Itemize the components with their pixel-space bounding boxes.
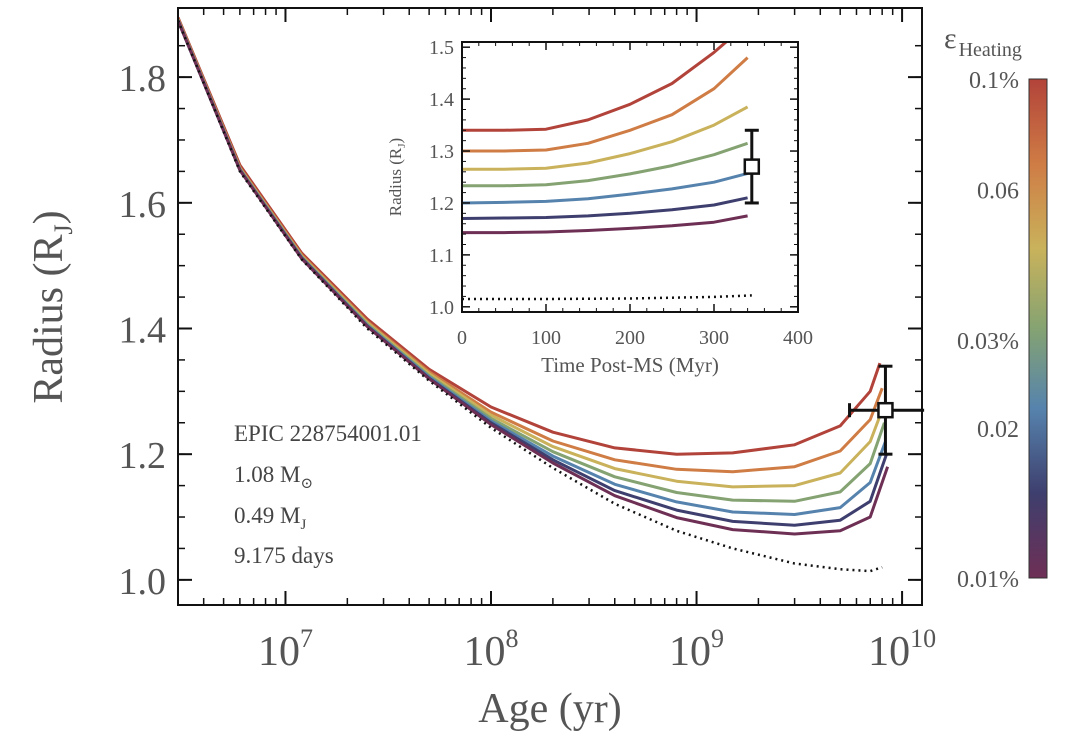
inset-y-tick-label: 1.4 <box>429 89 454 111</box>
planet-mass-label: 0.49 MJ <box>234 503 306 533</box>
inset-series-1 <box>462 56 749 153</box>
main-series-6 <box>178 20 890 536</box>
inset-series-0 <box>462 42 729 132</box>
colorbar-tick-label: 0.01% <box>957 567 1019 593</box>
main-x-tick-label: 107 <box>258 624 313 675</box>
planet-name-label: EPIC 228754001.01 <box>234 421 422 446</box>
main-obs-marker <box>877 401 894 419</box>
inset-series-5 <box>462 196 748 220</box>
inset-x-tick-label: 100 <box>531 327 561 349</box>
inset-series-4 <box>462 171 748 205</box>
inset-plot: 0 100 200 300 400 1.0 1.1 1.2 1.3 1.4 1.5 Time Pos… <box>386 37 813 377</box>
inset-y-tick-label: 1.1 <box>429 245 454 267</box>
inset-plot-background <box>462 42 798 312</box>
colorbar-title: ε Heating <box>944 22 1022 61</box>
inset-series-3 <box>462 141 749 188</box>
main-x-axis-title: Age (yr) <box>478 686 621 732</box>
colorbar-tick-label: 0.1% <box>969 68 1019 94</box>
inset-x-tick-label: 0 <box>457 327 467 349</box>
main-y-axis-title: Radius (RJ) <box>26 210 78 403</box>
main-plot-frame <box>177 7 923 606</box>
inset-y-tick-label: 1.0 <box>429 297 454 319</box>
orbital-period-label: 9.175 days <box>234 543 334 568</box>
inset-x-tick-label: 300 <box>699 327 729 349</box>
main-x-tick-label: 1010 <box>868 624 936 675</box>
main-y-tick-label: 1.8 <box>119 58 167 100</box>
inset-y-axis-title: Radius (RJ) <box>386 138 408 216</box>
inset-series-no-heating <box>462 294 752 301</box>
main-y-tick-label: 1.6 <box>119 184 167 226</box>
colorbar: ε Heating 0.1% 0.06 0.03% 0.02 0.01% <box>944 22 1048 593</box>
main-y-tick-label: 1.0 <box>119 561 167 603</box>
inset-x-tick-label: 200 <box>615 327 645 349</box>
main-plot: 107 108 109 1010 1.0 1.2 1.4 1.6 1.8 EPIC 228754… <box>26 7 936 732</box>
inset-y-tick-label: 1.5 <box>429 37 454 59</box>
inset-series-2 <box>462 105 749 171</box>
main-y-tick-label: 1.2 <box>119 435 167 477</box>
inset-y-tick-label: 1.3 <box>429 141 454 163</box>
inset-y-tick-label: 1.2 <box>429 193 454 215</box>
colorbar-tick-label: 0.02 <box>977 417 1019 443</box>
colorbar-gradient <box>1028 78 1048 579</box>
inset-x-axis-title: Time Post-MS (Myr) <box>541 353 719 377</box>
main-x-tick-label: 109 <box>669 624 724 675</box>
inset-series-6 <box>462 214 748 235</box>
inset-obs-marker <box>743 158 761 175</box>
main-x-tick-label: 108 <box>464 624 519 675</box>
main-y-tick-label: 1.4 <box>119 309 167 351</box>
stellar-mass-label: 1.08 M⊙ <box>234 462 313 492</box>
colorbar-tick-label: 0.06 <box>977 179 1019 205</box>
inset-x-tick-label: 400 <box>783 327 813 349</box>
inset-plot-frame <box>461 41 799 313</box>
colorbar-tick-label: 0.03% <box>957 329 1019 355</box>
